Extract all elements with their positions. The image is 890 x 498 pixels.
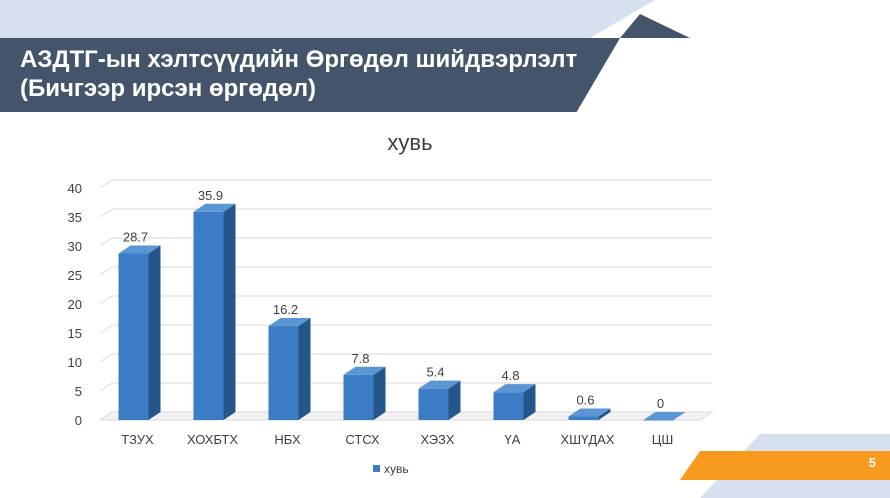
bar-5	[493, 392, 524, 420]
data-label-2: 16.2	[273, 302, 298, 317]
y-tick-label: 0	[75, 413, 82, 428]
x-category-label-1: ХОХБТХ	[187, 432, 238, 447]
bar-top-6	[568, 408, 611, 417]
bar-top-5	[493, 384, 536, 393]
data-label-7: 0	[657, 396, 664, 411]
bar-top-7	[643, 412, 686, 420]
x-category-label-3: СТСХ	[345, 432, 380, 447]
legend-swatch	[373, 465, 380, 472]
data-label-1: 35.9	[198, 188, 223, 203]
gridline-wall-1	[99, 382, 113, 392]
gridline-wall-2	[99, 353, 113, 363]
data-label-0: 28.7	[123, 230, 148, 245]
page-number: 5	[868, 455, 876, 470]
x-category-label-6: ХШҮДАХ	[561, 432, 615, 447]
data-label-4: 5.4	[426, 365, 444, 380]
bar-top-1	[193, 203, 236, 212]
gridline-wall-7	[99, 208, 113, 218]
bar-1	[193, 211, 224, 420]
bar-top-3	[343, 366, 386, 375]
chart-title: хувь	[387, 130, 432, 155]
y-tick-label: 25	[68, 268, 82, 283]
legend-label: хувь	[384, 462, 409, 476]
slide-title-line-1: АЗДТГ-ын хэлтсүүдийн Өргөдөл шийдвэрлэлт	[20, 46, 578, 73]
gridline-wall-6	[99, 237, 113, 247]
bar-side-5	[523, 384, 536, 420]
bar-top-0	[118, 245, 161, 254]
bar-4	[418, 388, 449, 420]
bar-top-2	[268, 318, 311, 327]
bar-0	[118, 253, 149, 420]
y-tick-label: 15	[68, 326, 82, 341]
slide-title: АЗДТГ-ын хэлтсүүдийн Өргөдөл шийдвэрлэлт…	[20, 45, 620, 103]
x-category-label-0: ТЗУХ	[121, 432, 154, 447]
x-category-label-7: ЦШ	[652, 432, 674, 447]
bar-6	[568, 416, 599, 420]
bar-side-6	[598, 408, 611, 420]
x-category-label-2: НБХ	[274, 432, 301, 447]
y-tick-label: 30	[68, 239, 82, 254]
bar-2	[268, 326, 299, 420]
gridline-wall-5	[99, 266, 113, 276]
x-category-label-4: ХЭЗХ	[421, 432, 455, 447]
data-label-6: 0.6	[576, 393, 594, 408]
page-number-banner	[680, 451, 890, 480]
gridline-wall-8	[99, 179, 113, 189]
data-label-5: 4.8	[501, 368, 519, 383]
top-accent-stripe	[0, 0, 655, 38]
top-dark-corner	[620, 14, 690, 38]
bar-side-4	[448, 380, 461, 420]
bar-side-2	[298, 318, 311, 420]
y-tick-label: 40	[68, 181, 82, 196]
y-tick-label: 5	[75, 384, 82, 399]
bar-side-0	[148, 245, 161, 420]
y-tick-label: 10	[68, 355, 82, 370]
gridline-wall-4	[99, 295, 113, 305]
bar-7	[643, 420, 674, 421]
chart-floor	[98, 411, 714, 421]
data-label-3: 7.8	[351, 351, 369, 366]
title-banner	[0, 38, 620, 112]
bar-3	[343, 374, 374, 420]
x-category-label-5: ҮА	[505, 432, 521, 447]
y-tick-label: 35	[68, 210, 82, 225]
bar-top-4	[418, 380, 461, 389]
slide-title-line-2: (Бичгээр ирсэн өргөдөл)	[20, 75, 317, 102]
bar-side-1	[223, 203, 236, 420]
bar-side-3	[373, 366, 386, 420]
gridline-wall-3	[99, 324, 113, 334]
y-tick-label: 20	[68, 297, 82, 312]
